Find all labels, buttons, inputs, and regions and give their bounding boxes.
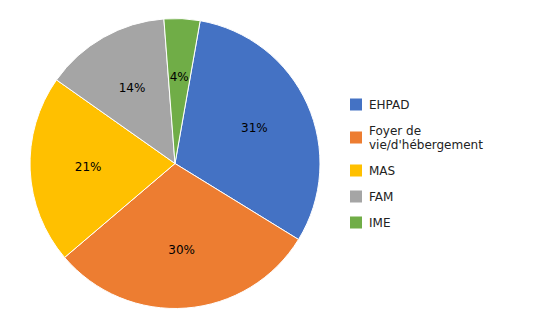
legend-label-line: FAM	[369, 190, 393, 204]
legend-item: FAM	[350, 190, 393, 204]
legend-swatch	[350, 132, 362, 144]
data-labels: 31% 30% 21% 14% 4%	[75, 70, 268, 258]
legend-item: IME	[350, 216, 390, 230]
legend-label: Foyer devie/d'hébergement	[369, 124, 483, 152]
legend-label: EHPAD	[369, 98, 410, 112]
data-label: 4%	[170, 70, 189, 84]
legend-swatch	[350, 191, 362, 203]
legend: EHPAD Foyer devie/d'hébergement MAS FAM IME	[350, 98, 483, 230]
legend-label-line: MAS	[369, 164, 395, 178]
legend-label: MAS	[369, 164, 395, 178]
legend-item: MAS	[350, 164, 395, 178]
legend-item: Foyer devie/d'hébergement	[350, 124, 483, 152]
legend-swatch	[350, 217, 362, 229]
legend-swatch	[350, 165, 362, 177]
data-label: 21%	[75, 160, 102, 174]
legend-label: IME	[369, 216, 390, 230]
legend-label-line: IME	[369, 216, 390, 230]
pie-slice	[57, 19, 175, 164]
data-label: 31%	[241, 121, 268, 135]
data-label: 14%	[119, 81, 146, 95]
chart: 31% 30% 21% 14% 4% EHPAD Foyer devie/d'héberge…	[0, 0, 540, 327]
legend-label-line: Foyer de	[369, 124, 421, 138]
legend-item: EHPAD	[350, 98, 410, 112]
legend-label: FAM	[369, 190, 393, 204]
legend-label-line: vie/d'hébergement	[369, 138, 483, 152]
data-label: 30%	[168, 243, 195, 257]
legend-label-line: EHPAD	[369, 98, 410, 112]
legend-swatch	[350, 99, 362, 111]
pie-slice	[164, 18, 200, 163]
pie	[30, 18, 320, 308]
